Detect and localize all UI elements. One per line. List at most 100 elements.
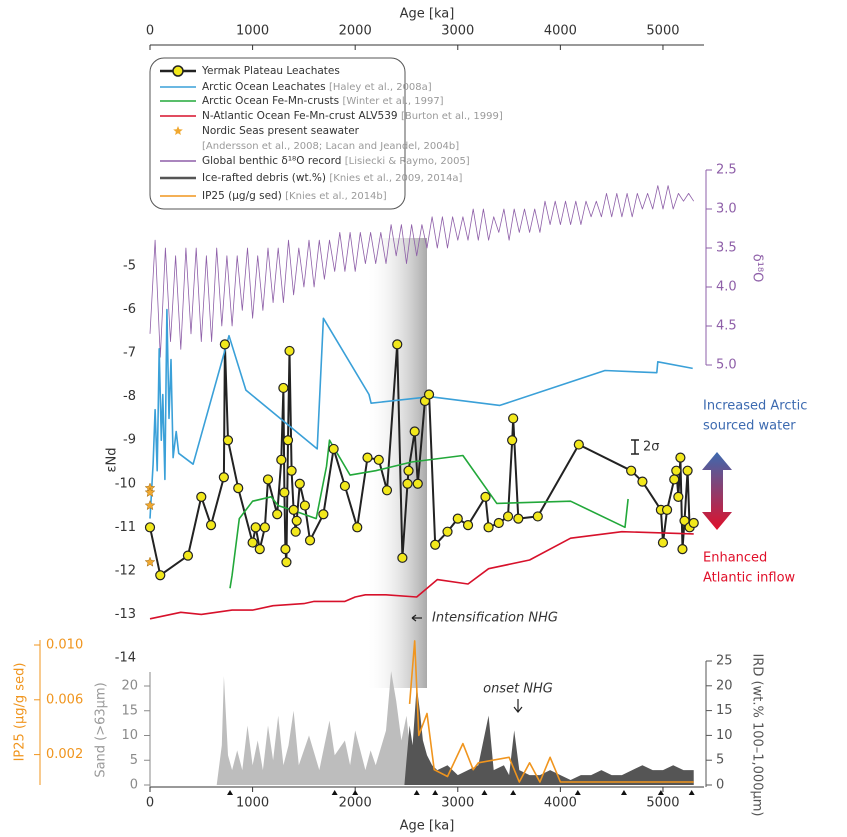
data-star: [144, 486, 156, 498]
x-tick-label: 4000: [544, 24, 577, 39]
series-area: [216, 671, 427, 785]
data-point: [493, 517, 504, 529]
legend-ref: [Knies et al., 2009, 2014a]: [329, 173, 462, 184]
legend-name: Nordic Seas present seawater: [202, 125, 360, 137]
sample-marker: [413, 790, 420, 795]
legend-entry: Yermak Plateau Leachates: [201, 65, 340, 77]
data-point: [155, 570, 166, 581]
x-tick-label: 4000: [544, 796, 577, 811]
annotation-arrow: [411, 614, 422, 622]
ird-label: IRD (wt.% 100–1,000µm): [750, 654, 765, 817]
legend-entry: Global benthic δ¹⁸O record [Lisiecki & R…: [202, 155, 470, 167]
series-line: [408, 640, 694, 783]
data-point: [218, 472, 229, 483]
y3ticks-tick-label: 0.006: [46, 692, 83, 707]
data-point: [286, 465, 297, 476]
sample-marker: [574, 790, 581, 795]
data-point: [182, 550, 194, 561]
y2ticks-tick-label: 3.0: [716, 202, 737, 217]
data-point: [219, 339, 230, 350]
data-point: [250, 522, 261, 533]
data-point: [626, 465, 637, 476]
legend-ref: [Haley et al., 2008a]: [329, 82, 432, 93]
legend-name: Global benthic δ¹⁸O record: [202, 155, 341, 167]
annotation-arrow: [513, 699, 523, 713]
data-point: [675, 452, 686, 463]
direction-arrow: [702, 452, 732, 530]
data-point: [442, 526, 453, 537]
data-point: [462, 520, 474, 531]
yticks-tick-label: 5: [130, 753, 138, 768]
sample-marker: [227, 790, 234, 795]
y2ticks-tick-label: 15: [716, 703, 733, 718]
data-point: [254, 544, 265, 555]
y2ticks-tick-label: 5.0: [716, 358, 737, 373]
data-point: [278, 382, 289, 394]
data-point: [284, 345, 295, 357]
data-point: [637, 476, 648, 487]
data-point: [196, 491, 207, 502]
legend-entry: Nordic Seas present seawater: [202, 125, 360, 137]
data-point: [259, 522, 271, 533]
data-point: [288, 504, 299, 516]
arctic-label: Increased Arctic: [703, 399, 807, 414]
data-point: [669, 474, 680, 485]
y-tick-label: -9: [123, 433, 136, 448]
data-point: [430, 539, 441, 550]
error-bar-symbol: [631, 439, 639, 455]
y2ticks-tick-label: 5: [716, 753, 724, 768]
legend-name: Arctic Ocean Leachates: [202, 81, 326, 93]
data-point: [233, 483, 244, 494]
sample-marker: [481, 790, 488, 795]
data-star: [144, 556, 156, 567]
top-x-label: Age [ka]: [400, 7, 455, 22]
legend-ref: [Lisiecki & Raymo, 2005]: [345, 156, 470, 167]
data-point: [573, 439, 584, 450]
data-point: [299, 500, 311, 511]
legend-name: Ice-rafted debris (wt.%): [202, 172, 326, 184]
y-tick-label: -8: [123, 389, 136, 404]
y3ticks-tick-label: 0.002: [46, 747, 83, 762]
legend-star: [173, 126, 183, 135]
x-tick-label: 3000: [441, 24, 474, 39]
data-point: [532, 511, 543, 522]
x-tick-label: 5000: [646, 24, 679, 39]
y2ticks-tick-label: 0: [716, 778, 724, 793]
data-point: [402, 478, 413, 489]
series-line: [149, 530, 694, 620]
y3ticks-tick-label: 0.010: [46, 638, 83, 653]
x-tick-label: 1000: [236, 24, 269, 39]
data-point: [673, 491, 684, 502]
y2ticks-tick-label: 4.0: [716, 280, 737, 295]
data-point: [679, 515, 690, 526]
data-point: [409, 426, 420, 437]
atlantic-label: Atlantic inflow: [703, 571, 796, 586]
data-point: [508, 413, 519, 424]
bottom-x-label: Age [ka]: [400, 819, 455, 834]
y-tick-label: -7: [123, 346, 136, 361]
legend-name: Arctic Ocean Fe-Mn-crusts: [202, 95, 339, 107]
sample-marker: [432, 790, 439, 795]
y-tick-label: -6: [123, 302, 136, 317]
front-layer: Age [ka] Age [ka] εNd δ¹⁸O Sand (>63µm) …: [13, 7, 808, 834]
data-point: [688, 517, 699, 529]
data-point: [272, 509, 283, 520]
data-point: [328, 443, 339, 455]
y2ticks-tick-label: 25: [716, 654, 733, 669]
series-line: [229, 439, 629, 589]
data-point: [294, 478, 305, 489]
data-point: [480, 491, 491, 502]
data-point: [282, 435, 294, 446]
sample-marker: [352, 790, 359, 795]
data-point: [392, 339, 403, 350]
y2-label: δ¹⁸O: [750, 254, 765, 283]
sample-marker: [657, 790, 664, 795]
legend-name: Yermak Plateau Leachates: [201, 65, 340, 77]
data-point: [397, 552, 408, 563]
y-tick-label: -11: [115, 520, 136, 535]
legend-ref: [Winter et al., 1997]: [342, 96, 443, 107]
legend-entry: Arctic Ocean Fe-Mn-crusts [Winter et al.…: [202, 95, 444, 107]
data-star: [144, 499, 156, 511]
plot-layer: [149, 185, 695, 785]
series-line: [149, 308, 693, 519]
